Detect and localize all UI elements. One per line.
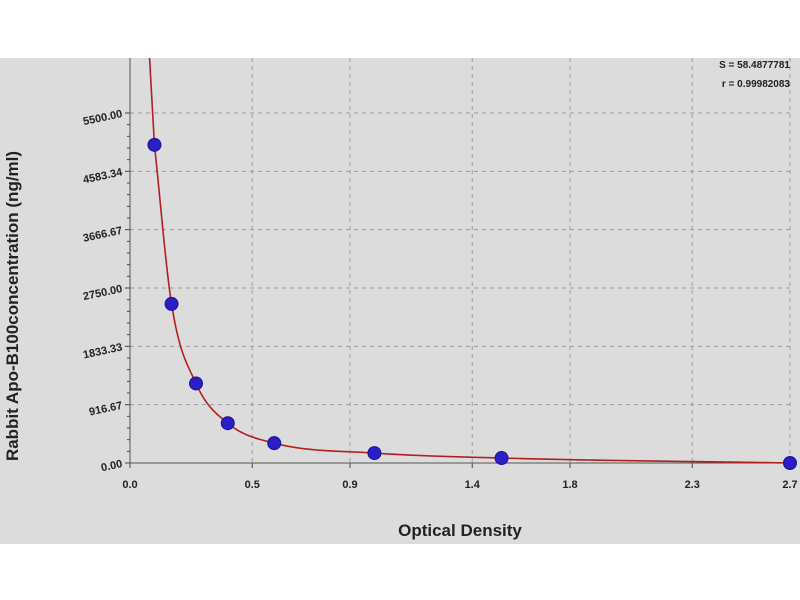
x-axis-title: Optical Density xyxy=(398,521,522,540)
y-tick-label: 1833.33 xyxy=(82,341,123,361)
x-tick-label: 1.8 xyxy=(562,479,577,491)
data-point xyxy=(189,376,203,391)
x-tick-label: 2.3 xyxy=(685,479,700,491)
fit-curve-group xyxy=(148,58,791,464)
x-tick-label: 0.5 xyxy=(245,479,260,491)
data-point xyxy=(783,456,797,470)
y-axis-title: Rabbit Apo-B100concentration (ng/ml) xyxy=(3,151,22,461)
x-tick-labels: 0.0 0.5 0.9 1.4 1.8 2.3 2.7 xyxy=(122,479,797,491)
x-tick-label: 0.9 xyxy=(342,479,357,491)
axes xyxy=(125,58,791,468)
data-point xyxy=(164,296,179,311)
data-point xyxy=(367,446,382,461)
y-tick-label: 0.00 xyxy=(100,458,123,474)
fit-curve xyxy=(148,58,791,464)
standard-curve-chart: 0.0 0.5 0.9 1.4 1.8 2.3 2.7 0.00 916.67 1833.33 2… xyxy=(3,58,798,540)
y-tick-label: 3666.67 xyxy=(82,225,123,245)
y-tick-label: 5500.00 xyxy=(82,108,123,128)
data-point xyxy=(220,416,235,431)
y-tick-labels: 0.00 916.67 1833.33 2750.00 3666.67 4583.34 55… xyxy=(82,108,124,474)
x-tick-label: 2.7 xyxy=(782,479,797,491)
fit-stat-r: r = 0.99982083 xyxy=(722,79,791,90)
y-tick-label: 2750.00 xyxy=(82,283,123,303)
x-tick-label: 0.0 xyxy=(122,479,137,491)
y-tick-label: 916.67 xyxy=(88,400,123,419)
fit-stat-s: S = 58.4877781 xyxy=(719,60,790,71)
data-point xyxy=(494,451,509,466)
y-tick-label: 4583.34 xyxy=(82,166,124,186)
data-point xyxy=(147,137,162,152)
data-points xyxy=(147,137,797,470)
x-tick-label: 1.4 xyxy=(465,479,481,491)
grid-lines xyxy=(130,58,791,463)
chart-area: 0.0 0.5 0.9 1.4 1.8 2.3 2.7 0.00 916.67 1833.33 2… xyxy=(0,58,800,544)
data-point xyxy=(267,436,282,451)
